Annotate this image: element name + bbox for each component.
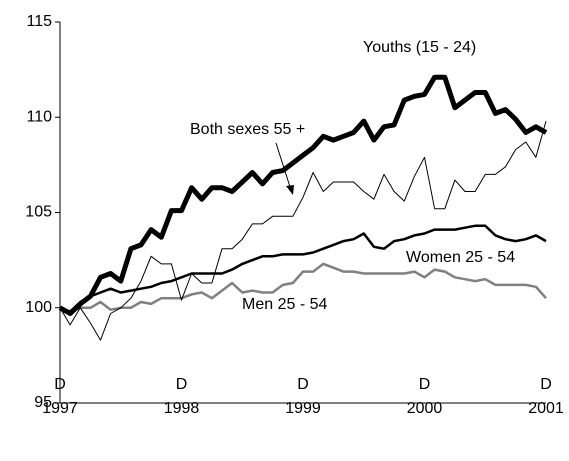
y-tick-label: 100 — [25, 299, 52, 316]
series-line — [59, 120, 547, 341]
x-tick-label: D 1999 — [285, 376, 321, 417]
series-label: Women 25 - 54 — [406, 249, 515, 266]
x-tick-label: D 2000 — [406, 376, 443, 417]
x-tick-label: D 1998 — [163, 376, 200, 417]
y-tick-label: 95 — [34, 394, 52, 411]
y-tick-label: 105 — [25, 204, 52, 221]
arrow — [275, 142, 292, 191]
y-tick-label: 115 — [26, 13, 52, 30]
series-line — [59, 262, 547, 313]
series-label: Youths (15 - 24) — [363, 39, 476, 56]
series-label: Men 25 - 54 — [242, 296, 327, 313]
series-line — [58, 74, 548, 316]
x-tick-label: D 2001 — [528, 376, 564, 417]
arrow-head — [286, 185, 294, 195]
series-line — [59, 224, 547, 313]
series-label: Both sexes 55 + — [190, 121, 305, 138]
x-tick-label: D 1997 — [42, 376, 78, 417]
y-tick-label: 110 — [26, 108, 52, 125]
